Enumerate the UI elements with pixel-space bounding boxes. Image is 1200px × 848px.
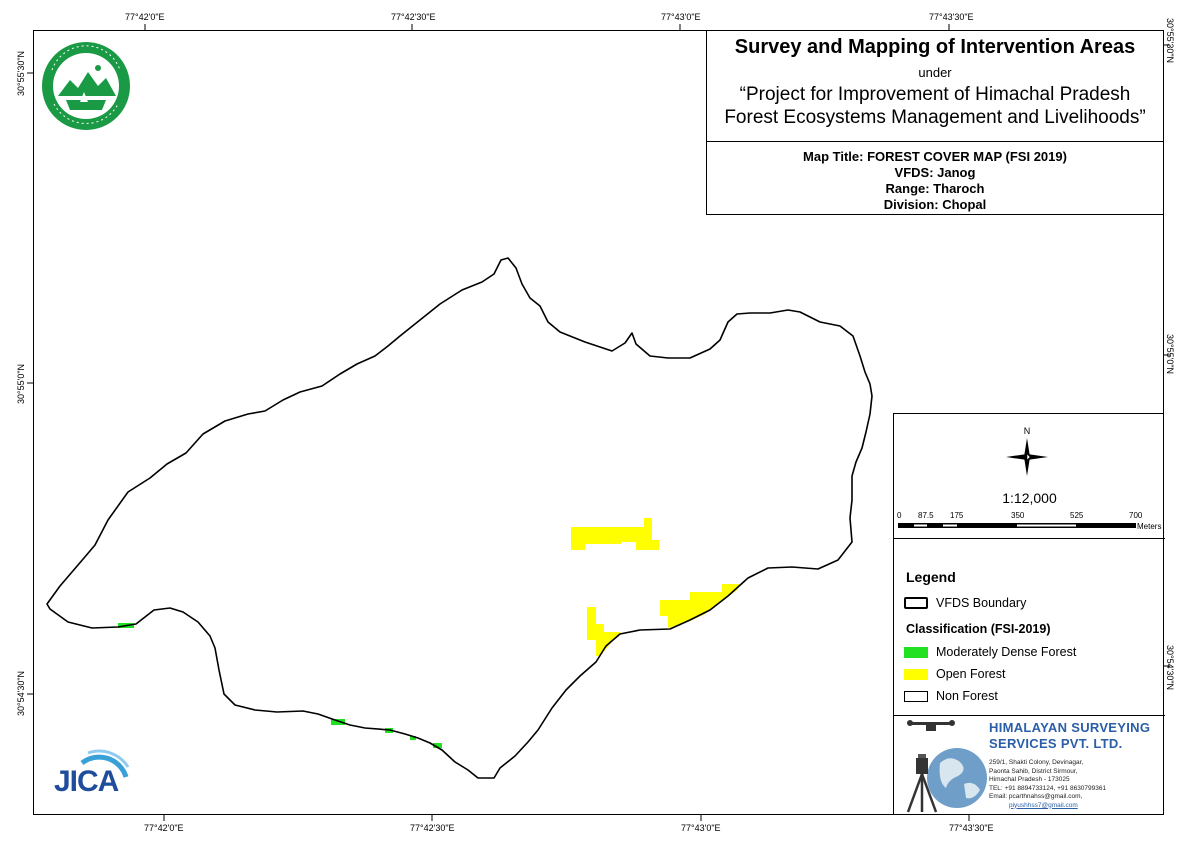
forest-department-emblem	[42, 42, 130, 130]
legend-divider	[894, 715, 1165, 716]
legend-row-open: Open Forest	[904, 667, 1005, 681]
scale-bar-graphic	[898, 523, 1136, 528]
lon-label-bottom-4: 77°43'30"E	[949, 823, 994, 833]
address-email-1[interactable]: Email: pcarthnahss@gmail.com,	[989, 793, 1083, 800]
scale-tick-3: 350	[1011, 511, 1025, 520]
legend-row-boundary: VFDS Boundary	[904, 596, 1026, 610]
jica-logo: JICA	[52, 745, 130, 805]
scale-divider	[894, 538, 1165, 539]
legend-row-nonforest: Non Forest	[904, 689, 998, 703]
scale-ratio: 1:12,000	[1002, 490, 1057, 506]
dense-forest-patch-4	[433, 743, 442, 748]
map-info-box: Map Title: FOREST COVER MAP (FSI 2019) V…	[706, 142, 1164, 215]
open-forest-patch-1	[571, 518, 659, 550]
legend-dense-label: Moderately Dense Forest	[936, 645, 1077, 659]
north-label: N	[1024, 426, 1031, 436]
jica-arc-icon	[80, 749, 130, 778]
scale-tick-4: 525	[1070, 511, 1084, 520]
dense-forest-patches	[118, 623, 442, 748]
legend-boundary-label: VFDS Boundary	[936, 596, 1027, 610]
division-name: Division: Chopal	[883, 197, 987, 212]
lon-label-bottom-2: 77°42'30"E	[410, 823, 455, 833]
dense-forest-patch-5	[410, 736, 416, 740]
scale-tick-2: 175	[950, 511, 964, 520]
project-line-2: Forest Ecosystems Management and Livelih…	[724, 107, 1146, 128]
under-text: under	[918, 65, 952, 80]
jica-text: JICA	[54, 765, 119, 798]
lon-label-top-1: 77°42'0"E	[125, 12, 165, 22]
info-panel: N 1:12,000 0 87.5 175 350 525 700 Meters…	[893, 413, 1165, 815]
open-forest-patches	[571, 518, 740, 656]
classification-heading: Classification (FSI-2019)	[906, 622, 1051, 636]
address-line-2: Paonta Sahib, District Sirmour,	[989, 767, 1078, 775]
legend-nonforest-label: Non Forest	[936, 689, 998, 703]
survey-instrument-icon	[906, 720, 987, 813]
lon-label-top-2: 77°42'30"E	[391, 12, 436, 22]
legend-open-label: Open Forest	[936, 667, 1006, 681]
scale-tick-5: 700	[1129, 511, 1143, 520]
lon-label-top-4: 77°43'30"E	[929, 12, 974, 22]
vfds-name: VFDS: Janog	[894, 165, 976, 180]
survey-title: Survey and Mapping of Intervention Areas	[734, 36, 1136, 58]
vfds-boundary	[46, 257, 873, 779]
address-email-2[interactable]: piyushhss7@gmail.com	[1009, 801, 1078, 809]
scale-tick-0: 0	[897, 511, 902, 520]
open-forest-swatch	[904, 668, 928, 680]
company-name-line-2: SERVICES PVT. LTD.	[989, 736, 1123, 751]
legend-row-dense: Moderately Dense Forest	[904, 645, 1076, 659]
range-name: Range: Tharoch	[885, 181, 985, 196]
open-forest-patch-3	[587, 607, 621, 656]
open-forest-patch-2	[660, 584, 740, 628]
project-line-1: “Project for Improvement of Himachal Pra…	[739, 84, 1131, 105]
scale-unit: Meters	[1137, 522, 1162, 531]
company-address: 259/1, Shakti Colony, Devinagar, Paonta …	[989, 759, 1106, 810]
company-name-line-1: HIMALAYAN SURVEYING	[989, 720, 1151, 735]
dense-forest-patch-2	[331, 719, 345, 725]
address-phone: TEL: +91 8894733124, +91 8630799361	[989, 784, 1107, 792]
north-arrow-icon: N	[1006, 426, 1048, 476]
map-title: Map Title: FOREST COVER MAP (FSI 2019)	[803, 149, 1067, 164]
title-box: Survey and Mapping of Intervention Areas…	[706, 30, 1164, 142]
non-forest-swatch	[904, 690, 928, 702]
address-line-3: Himachal Pradesh - 173025	[989, 776, 1070, 783]
address-line-1: 259/1, Shakti Colony, Devinagar,	[989, 759, 1084, 766]
boundary-swatch	[904, 597, 928, 609]
scale-bar: 0 87.5 175 350 525 700 Meters	[897, 511, 1165, 535]
lon-label-bottom-3: 77°43'0"E	[681, 823, 721, 833]
lon-label-bottom-1: 77°42'0"E	[144, 823, 184, 833]
lon-label-top-3: 77°43'0"E	[661, 12, 701, 22]
dense-forest-swatch	[904, 646, 928, 658]
legend-heading: Legend	[906, 569, 956, 585]
scale-tick-1: 87.5	[918, 511, 934, 520]
